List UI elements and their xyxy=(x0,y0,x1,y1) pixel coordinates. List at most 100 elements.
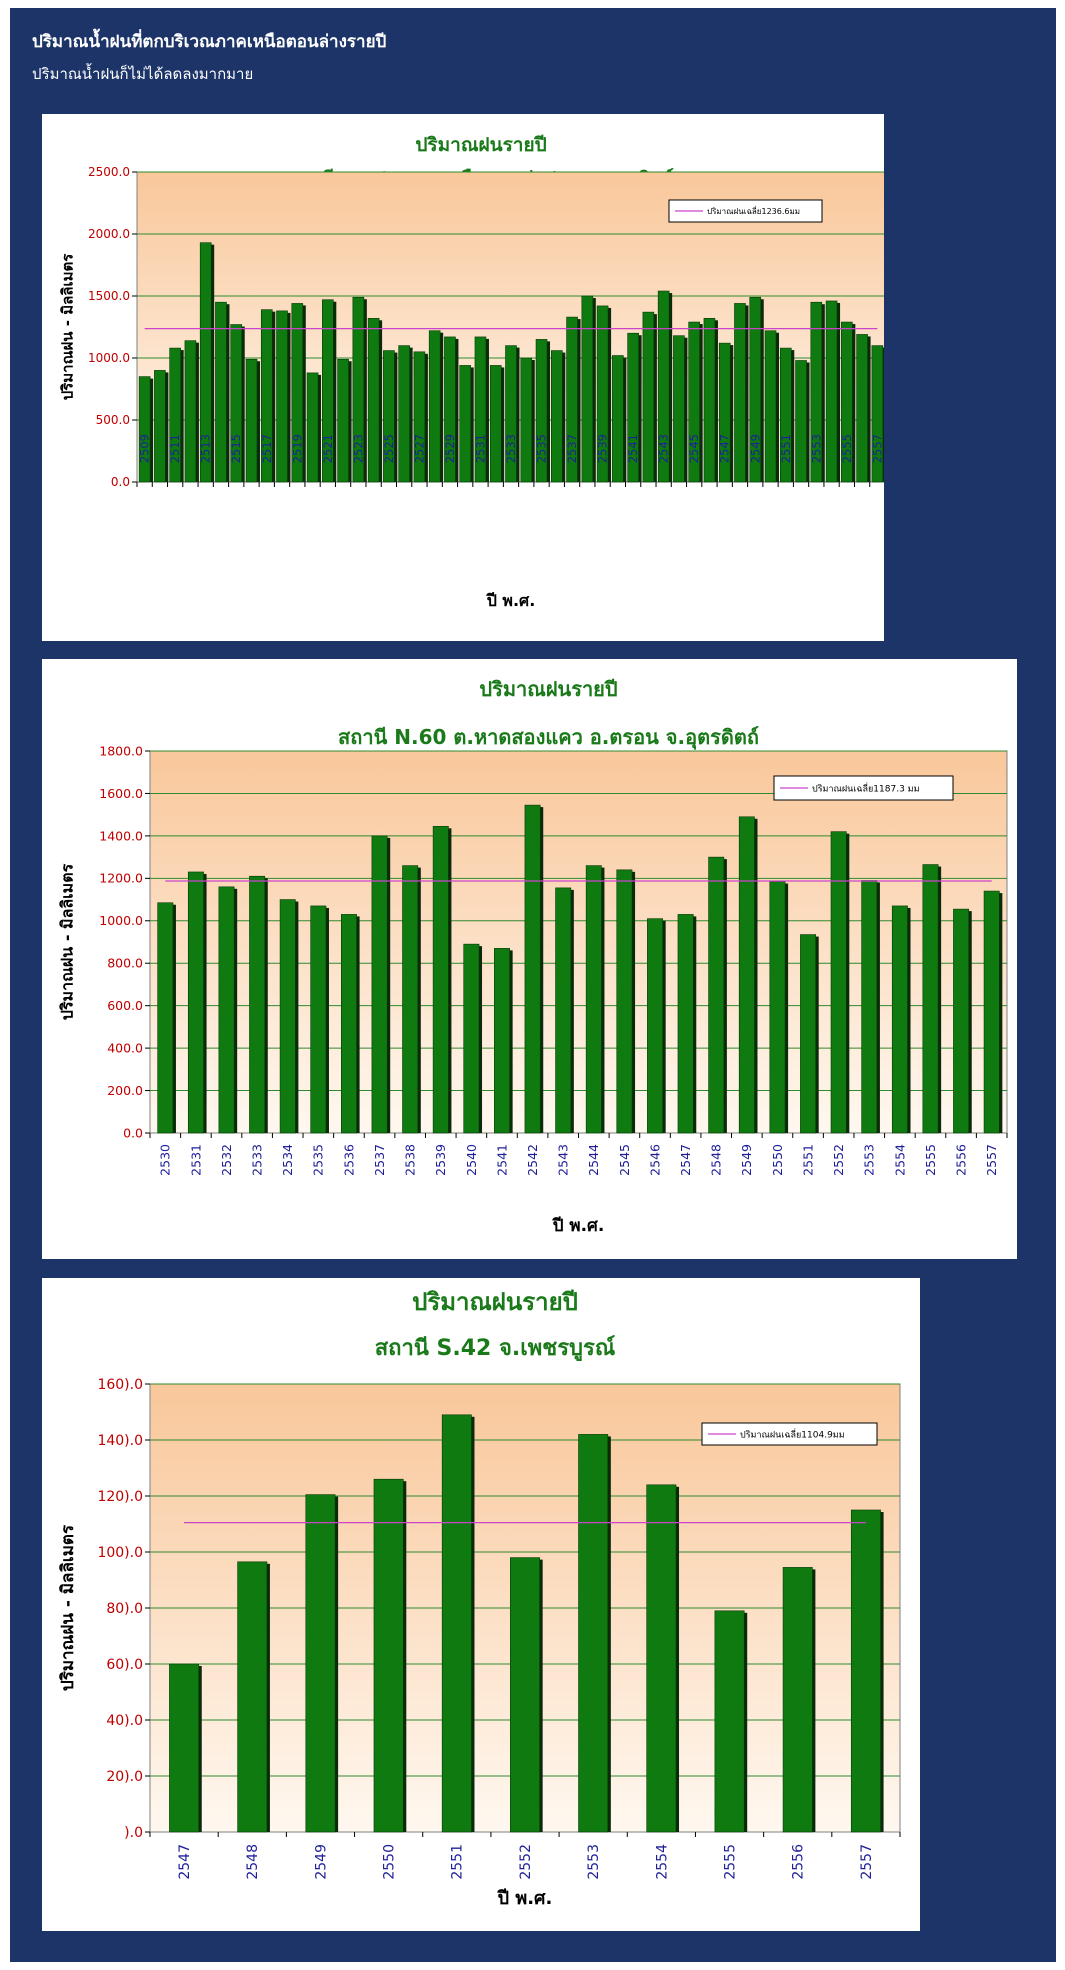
bar xyxy=(340,914,357,1134)
y-tick-label: 1000.0 xyxy=(88,351,130,365)
bar xyxy=(830,831,847,1134)
x-tick-label: 2535 xyxy=(311,1144,326,1176)
x-tick-label: 2531 xyxy=(473,434,487,463)
y-axis-label: ปริมาณฝน - มิลลิเมตร xyxy=(58,253,76,401)
x-tick-label: 2532 xyxy=(219,1144,234,1176)
x-tick-label: 2513 xyxy=(199,434,213,463)
bar xyxy=(494,948,510,1134)
y-tick-label: 200.0 xyxy=(107,1083,143,1098)
bar xyxy=(734,303,746,483)
x-tick-label: 2556 xyxy=(791,1844,807,1880)
bar xyxy=(891,905,908,1134)
y-tick-label: 2000.0 xyxy=(88,227,130,241)
x-tick-label: 2540 xyxy=(464,1144,479,1176)
bar xyxy=(441,1414,472,1833)
bar xyxy=(703,318,716,483)
y-axis-label: ปริมาณฝน - มิลลิเมตร xyxy=(58,1524,78,1691)
y-tick-label: 60).0 xyxy=(106,1657,143,1673)
x-tick-label: 2549 xyxy=(748,434,762,463)
x-tick-label: 2534 xyxy=(280,1144,295,1176)
bar xyxy=(779,347,792,483)
x-tick-label: 2539 xyxy=(596,434,610,463)
bar xyxy=(444,336,456,483)
bar xyxy=(474,336,487,483)
y-tick-label: 600.0 xyxy=(107,998,143,1013)
x-tick-label: 2552 xyxy=(831,1144,846,1176)
chart-title: ปริมาณฝนรายปี xyxy=(412,1288,578,1316)
x-tick-label: 2547 xyxy=(177,1844,193,1880)
bar xyxy=(432,826,449,1134)
bar xyxy=(184,340,197,483)
bar xyxy=(306,372,319,483)
x-tick-label: 2519 xyxy=(290,434,304,463)
bar xyxy=(215,301,227,483)
bar xyxy=(810,301,823,483)
bar xyxy=(371,835,388,1134)
x-axis-label: ปี พ.ศ. xyxy=(496,1888,552,1909)
x-tick-label: 2535 xyxy=(535,434,549,463)
x-tick-label: 2555 xyxy=(722,1844,738,1880)
x-tick-label: 2533 xyxy=(504,434,518,463)
bar xyxy=(245,358,258,483)
bar xyxy=(578,1434,609,1833)
y-tick-label: ).0 xyxy=(124,1825,143,1841)
x-tick-label: 2545 xyxy=(687,434,701,463)
bar xyxy=(769,881,786,1134)
x-tick-label: 2551 xyxy=(779,434,793,463)
bar xyxy=(800,934,817,1134)
bar xyxy=(383,350,395,483)
chart-n60: ปริมาณฝนรายปีสถานี N.60 ต.หาดสองแคว อ.ตร… xyxy=(58,677,1008,1236)
bar xyxy=(749,296,762,483)
bar xyxy=(367,318,380,483)
x-tick-label: 2553 xyxy=(809,434,823,463)
x-tick-label: 2525 xyxy=(382,434,396,463)
bar xyxy=(459,365,471,483)
y-tick-label: 100).0 xyxy=(97,1545,143,1561)
bar xyxy=(616,869,633,1134)
x-tick-label: 2557 xyxy=(984,1144,999,1176)
legend-label: ปริมาณฝนเฉลี่ย1236.6มม xyxy=(707,205,800,216)
bar xyxy=(187,871,204,1134)
bar xyxy=(402,865,419,1134)
legend-box xyxy=(668,199,823,223)
x-tick-label: 2545 xyxy=(617,1144,632,1176)
x-tick-label: 2531 xyxy=(188,1144,203,1176)
page-title: ปริมาณน้ำฝนที่ตกบริเวณภาคเหนือตอนล่างราย… xyxy=(32,32,387,52)
bar xyxy=(673,335,685,483)
chart-n12a: ปริมาณฝนรายปีสถานี N.12A ต.ผาเลือด อ.ท่า… xyxy=(58,134,884,610)
bar xyxy=(413,351,426,483)
x-tick-label: 2550 xyxy=(770,1144,785,1176)
y-tick-label: 500.0 xyxy=(96,413,130,427)
legend-label: ปริมาณฝนเฉลี่ย1104.9มม xyxy=(740,1428,845,1441)
bar xyxy=(738,816,755,1134)
bar xyxy=(627,332,639,483)
x-tick-label: 2552 xyxy=(518,1844,534,1880)
bar xyxy=(337,358,349,483)
y-tick-label: 1500.0 xyxy=(88,289,130,303)
chart-title: ปริมาณฝนรายปี xyxy=(415,134,546,156)
x-tick-label: 2541 xyxy=(626,434,640,463)
x-tick-label: 2547 xyxy=(718,434,732,463)
y-tick-label: 80).0 xyxy=(106,1601,143,1617)
bar xyxy=(279,899,296,1134)
y-tick-label: 0.0 xyxy=(123,1125,143,1140)
bar xyxy=(535,339,548,483)
bar xyxy=(322,299,334,483)
x-tick-label: 2547 xyxy=(678,1144,693,1176)
bar xyxy=(249,875,266,1134)
x-tick-label: 2555 xyxy=(923,1144,938,1176)
x-tick-label: 2538 xyxy=(403,1144,418,1176)
bar xyxy=(352,296,365,483)
x-tick-label: 2549 xyxy=(313,1844,329,1880)
y-tick-label: 1800.0 xyxy=(99,743,143,758)
bar xyxy=(646,1484,677,1833)
bar xyxy=(953,908,970,1134)
x-tick-label: 2517 xyxy=(260,434,274,463)
x-tick-label: 2523 xyxy=(351,434,365,463)
bar xyxy=(463,943,480,1134)
bar xyxy=(524,804,541,1134)
bar xyxy=(871,345,884,483)
x-tick-label: 2541 xyxy=(494,1144,509,1176)
x-tick-label: 2554 xyxy=(892,1144,907,1176)
x-axis-label: ปี พ.ศ. xyxy=(552,1215,604,1236)
